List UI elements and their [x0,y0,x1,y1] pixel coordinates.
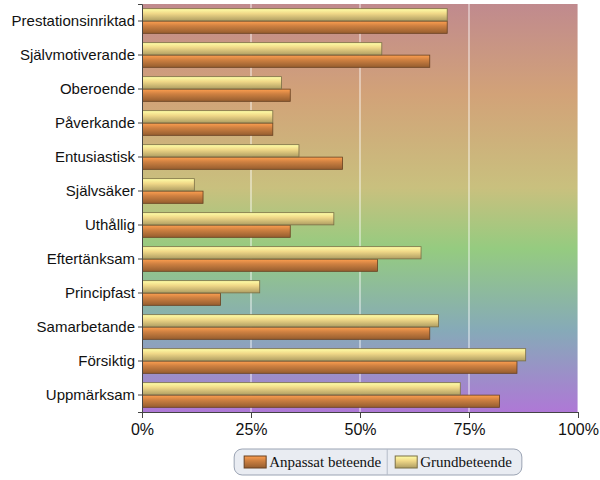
chart: 0% 25% 50% 75% 100% Prestationsinriktad Självm… [0,0,600,480]
tick: Försiktig [78,352,142,369]
tick: Entusiastisk [55,148,142,165]
bar [142,55,430,67]
tick-mark [578,412,579,418]
bar [142,89,290,101]
tick: 25% [235,412,267,438]
legend-swatch [395,456,417,468]
tick-label: 0% [131,421,154,438]
legend-swatch [244,456,266,468]
bar [142,77,282,89]
bar [142,43,382,55]
tick-mark [138,21,142,22]
bar [142,281,260,293]
tick-mark [138,89,142,90]
x-axis: 0% 25% 50% 75% 100% [131,412,599,438]
tick-label: Påverkande [55,114,135,131]
tick-mark [138,259,142,260]
tick: Eftertänksam [47,250,142,267]
bar [142,145,299,157]
bar [142,111,273,123]
tick: Principfast [65,284,142,301]
bars [142,9,526,408]
tick-mark [138,157,142,158]
grid-line [578,4,579,412]
tick-label: Samarbetande [37,318,135,335]
tick: Uthållig [85,216,142,233]
tick-mark [138,327,142,328]
plot: 0% 25% 50% 75% 100% Prestationsinriktad Självm… [12,4,599,438]
tick: Uppmärksam [46,386,142,403]
tick-label: Uthållig [85,216,135,233]
bar [142,225,290,237]
tick-mark [360,412,361,418]
tick-label: Eftertänksam [47,250,135,267]
tick-label: Försiktig [78,352,135,369]
tick-label: Uppmärksam [46,386,135,403]
tick-mark [138,395,142,396]
bar [142,349,526,361]
tick-label: Prestationsinriktad [12,12,135,29]
bar [142,327,430,339]
bar [142,293,220,305]
tick-mark [138,123,142,124]
axis-line [138,5,143,413]
tick: 100% [558,412,599,438]
tick: 0% [131,412,154,438]
bar [142,191,203,203]
tick-label: Självmotiverande [20,46,135,63]
legend-item: Grundbeteende [395,454,512,470]
legend-label: Anpassat beteende [269,454,381,470]
grid [142,4,578,412]
tick-label: 25% [235,421,267,438]
bar [142,123,273,135]
tick-label: Oberoende [60,80,135,97]
tick-mark [138,361,142,362]
tick: Samarbetande [37,318,142,335]
bar [142,361,517,373]
tick-mark [138,191,142,192]
plot-background [142,4,578,412]
tick-mark [138,293,142,294]
bar [142,157,343,169]
series [142,9,526,395]
tick: Självsäker [66,182,142,199]
tick-mark [469,412,470,418]
legend: Anpassat beteende Grundbeteende [234,449,522,475]
bar [142,395,500,407]
tick-label: 100% [558,421,599,438]
legend-item: Anpassat beteende [244,454,381,470]
tick-label: 50% [344,421,376,438]
bar [142,247,421,259]
tick-mark [251,412,252,418]
tick: Prestationsinriktad [12,12,142,29]
bar [142,179,194,191]
bar [142,259,377,271]
tick: Påverkande [55,114,142,131]
bar [142,9,447,21]
legend-divider [387,449,388,475]
tick-label: Principfast [65,284,136,301]
tick: 50% [344,412,376,438]
y-axis: Prestationsinriktad Självmotiverande Obero… [12,5,143,413]
bar [142,315,438,327]
tick: Självmotiverande [20,46,142,63]
tick-label: Självsäker [66,182,135,199]
bar [142,383,460,395]
tick-mark [138,225,142,226]
tick: 75% [453,412,485,438]
tick-label: Entusiastisk [55,148,136,165]
tick-mark [138,55,142,56]
bar [142,213,334,225]
bar [142,21,447,33]
tick-label: 75% [453,421,485,438]
legend-label: Grundbeteende [420,454,512,470]
tick: Oberoende [60,80,142,97]
legend-box [234,449,522,475]
